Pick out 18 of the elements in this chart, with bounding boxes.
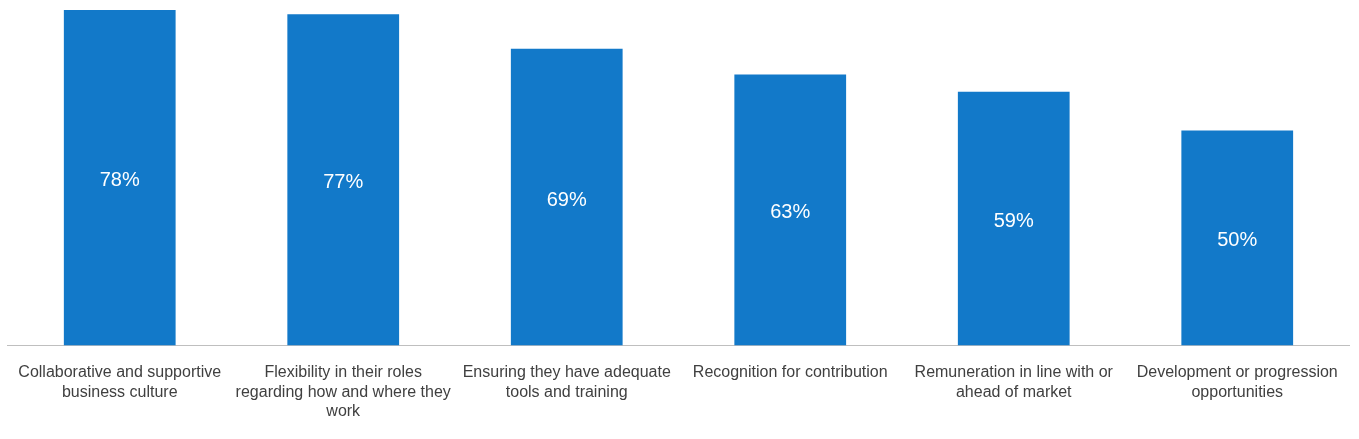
x-tick-label: Development or progression opportunities <box>1136 363 1338 400</box>
x-tick-label: Recognition for contribution <box>692 363 888 381</box>
bar <box>734 74 847 346</box>
bar <box>287 14 400 346</box>
data-label: 59% <box>993 209 1034 232</box>
bar <box>1181 130 1294 346</box>
x-tick-label: Ensuring they have adequate tools and training <box>462 363 671 400</box>
data-label: 63% <box>770 200 811 223</box>
bar <box>510 48 623 346</box>
data-label: 69% <box>546 187 587 210</box>
x-tick-label: Flexibility in their roles regarding how and where they work <box>235 363 451 419</box>
bar <box>63 10 176 346</box>
data-label: 78% <box>99 168 140 191</box>
data-label: 77% <box>323 170 364 193</box>
data-label: 50% <box>1217 228 1258 251</box>
x-tick-label: Remuneration in line with or ahead of market <box>914 363 1114 400</box>
bar <box>957 91 1070 346</box>
x-tick-label: Collaborative and supportive business culture <box>18 363 222 400</box>
